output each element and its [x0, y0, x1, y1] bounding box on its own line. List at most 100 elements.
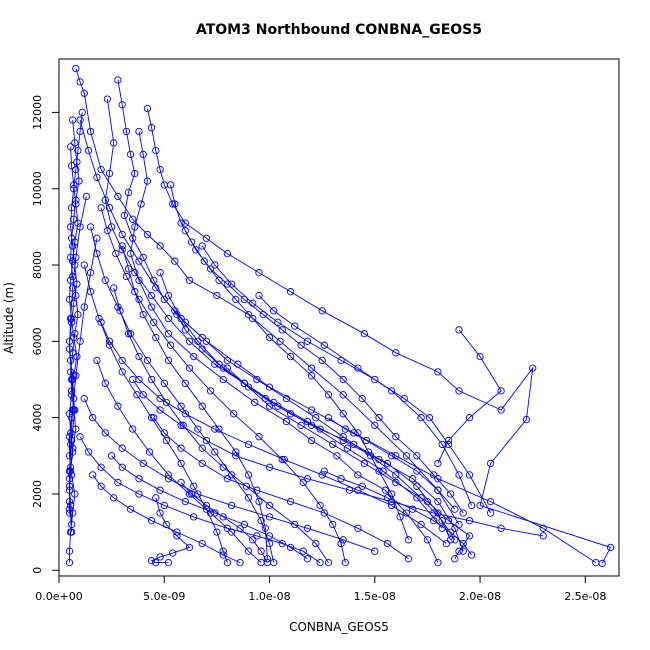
data-point	[539, 524, 547, 532]
data-point	[465, 471, 474, 479]
series-line	[113, 287, 329, 563]
data-point	[358, 394, 366, 403]
data-point	[257, 517, 265, 525]
data-point	[371, 547, 379, 555]
series-line	[92, 474, 241, 564]
data-point	[265, 513, 274, 521]
data-point	[124, 265, 133, 273]
data-point	[118, 242, 126, 250]
data-point	[181, 227, 189, 235]
data-point	[124, 188, 133, 197]
data-point	[185, 490, 194, 498]
data-point	[307, 406, 316, 414]
data-point	[67, 436, 76, 445]
x-tick-label: 5.0e-09	[143, 590, 185, 603]
data-point	[65, 295, 74, 304]
series-line	[96, 360, 262, 563]
data-point	[261, 394, 269, 403]
data-point	[156, 269, 164, 277]
series-line	[159, 272, 464, 552]
x-tick-label: 1.0e-08	[248, 590, 290, 603]
data-point	[126, 249, 135, 258]
data-point	[345, 486, 354, 494]
data-point	[303, 524, 312, 532]
data-point	[156, 406, 164, 414]
data-point	[249, 536, 257, 544]
data-point	[227, 501, 236, 510]
data-point	[337, 539, 345, 548]
data-point	[236, 524, 244, 532]
data-point	[78, 108, 86, 117]
profile-series	[181, 227, 467, 517]
series-line	[184, 230, 464, 514]
series-line	[132, 379, 544, 537]
data-point	[396, 513, 404, 521]
data-point	[65, 509, 74, 517]
data-point	[227, 471, 236, 479]
series-line	[146, 108, 612, 564]
x-tick-label: 0.0e+00	[35, 590, 82, 603]
data-point	[223, 558, 232, 567]
data-point	[211, 448, 219, 456]
data-point	[223, 280, 232, 288]
data-point	[164, 291, 173, 300]
data-point	[265, 532, 274, 540]
data-point	[162, 520, 171, 529]
data-point	[173, 532, 181, 540]
data-point	[73, 352, 81, 361]
data-point	[177, 219, 185, 227]
data-point	[187, 490, 196, 498]
data-point	[97, 204, 105, 212]
data-point	[160, 295, 168, 304]
data-point	[66, 223, 75, 231]
data-point	[282, 394, 291, 403]
data-point	[270, 398, 278, 407]
data-point	[71, 406, 79, 414]
data-point	[137, 200, 145, 208]
data-point	[118, 444, 126, 452]
data-point	[110, 284, 118, 292]
data-point	[190, 513, 198, 521]
data-point	[114, 402, 122, 410]
data-point	[122, 127, 131, 136]
data-point	[181, 497, 189, 506]
data-point	[467, 551, 476, 559]
data-point	[164, 471, 173, 479]
data-point	[171, 200, 179, 208]
data-point	[160, 379, 168, 387]
series-line	[75, 68, 460, 525]
data-point	[434, 459, 442, 468]
data-point	[65, 433, 74, 441]
data-point	[150, 318, 158, 326]
data-point	[129, 375, 137, 384]
data-point	[177, 402, 185, 410]
data-point	[417, 520, 425, 529]
data-point	[392, 349, 400, 357]
series-line	[153, 417, 409, 560]
data-point	[255, 269, 263, 277]
data-point	[71, 330, 79, 338]
data-point	[324, 414, 333, 422]
data-point	[160, 429, 168, 437]
data-point	[219, 463, 227, 471]
data-point	[185, 364, 194, 372]
data-point	[223, 364, 232, 372]
data-point	[451, 555, 459, 563]
data-point	[107, 452, 116, 460]
data-point	[70, 333, 78, 342]
data-point	[387, 490, 396, 498]
series-line	[150, 497, 191, 564]
data-point	[105, 204, 114, 212]
data-point	[147, 517, 156, 525]
data-point	[303, 555, 312, 563]
data-point	[227, 528, 236, 536]
data-point	[74, 310, 82, 319]
data-point	[244, 547, 253, 555]
data-point	[120, 211, 128, 220]
data-point	[459, 547, 467, 555]
series-line	[79, 119, 456, 541]
data-point	[198, 345, 206, 353]
data-point	[190, 352, 198, 361]
data-point	[320, 509, 328, 517]
data-point	[147, 557, 156, 565]
